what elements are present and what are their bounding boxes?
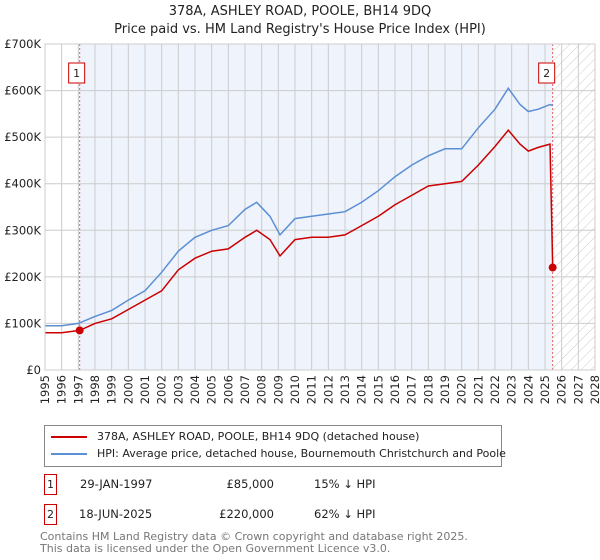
x-tick-label: 2014 — [355, 375, 369, 404]
legend-label-hpi: HPI: Average price, detached house, Bour… — [97, 447, 506, 460]
sold-period-shading — [79, 44, 553, 370]
x-tick-label: 2020 — [455, 375, 469, 404]
x-tick-label: 1997 — [71, 375, 85, 404]
sale-label: 2 — [543, 67, 550, 80]
x-tick-label: 2012 — [321, 375, 335, 404]
x-tick-label: 2010 — [288, 375, 302, 404]
legend-red-line — [51, 435, 87, 438]
x-tick-label: 1998 — [88, 375, 102, 404]
y-tick-label: £400K — [4, 177, 41, 191]
transaction-badge: 2 — [44, 504, 57, 525]
x-tick-label: 2023 — [505, 375, 519, 404]
legend: 378A, ASHLEY ROAD, POOLE, BH14 9DQ (deta… — [44, 425, 506, 467]
footer: Contains HM Land Registry data © Crown c… — [40, 531, 468, 555]
x-tick-label: 2015 — [371, 375, 385, 404]
y-tick-label: £500K — [4, 130, 41, 144]
transaction-row: 1 29-JAN-1997 £85,000 15% ↓ HPI — [44, 474, 444, 495]
transaction-row: 2 18-JUN-2025 £220,000 62% ↓ HPI — [44, 504, 444, 525]
x-tick-label: 2022 — [488, 375, 502, 404]
x-tick-label: 2021 — [471, 375, 485, 404]
chart-subtitle: Price paid vs. HM Land Registry's House … — [114, 22, 486, 37]
transaction-hpi: 15% ↓ HPI — [314, 477, 376, 491]
property-price-line — [45, 129, 554, 334]
x-tick-label: 2003 — [171, 375, 185, 404]
y-tick-label: £100K — [4, 316, 41, 330]
legend-blue-line — [51, 452, 87, 455]
sale-label-box — [538, 62, 556, 84]
legend-label-property: 378A, ASHLEY ROAD, POOLE, BH14 9DQ (deta… — [97, 430, 420, 443]
y-tick-label: £600K — [4, 84, 41, 98]
x-tick-label: 2024 — [521, 375, 535, 404]
sale-point — [548, 263, 557, 272]
x-tick-label: 2027 — [571, 375, 585, 404]
x-tick-label: 1999 — [105, 375, 119, 404]
x-tick-label: 2006 — [221, 375, 235, 404]
x-tick-label: 2000 — [121, 375, 135, 404]
plot-border — [44, 43, 596, 371]
x-tick-label: 2009 — [271, 375, 285, 404]
x-tick-label: 2001 — [138, 375, 152, 404]
x-tick-label: 1996 — [55, 375, 69, 404]
sale-point — [75, 326, 84, 335]
x-tick-label: 2007 — [238, 375, 252, 404]
x-tick-label: 2011 — [305, 375, 319, 404]
sale-label-box — [68, 62, 86, 84]
footer-line: Contains HM Land Registry data © Crown c… — [40, 530, 468, 543]
sale-label: 1 — [73, 67, 80, 80]
x-tick-label: 2008 — [255, 375, 269, 404]
y-tick-label: £700K — [4, 37, 41, 51]
y-tick-label: £300K — [4, 223, 41, 237]
chart-title: 378A, ASHLEY ROAD, POOLE, BH14 9DQ — [168, 4, 432, 19]
price-chart: 1995 1996 1997 1998 1999 2000 2001 2002 2003 2004… — [4, 37, 600, 404]
x-tick-label: 2026 — [555, 375, 569, 404]
x-tick-label: 2018 — [421, 375, 435, 404]
transaction-price: £220,000 — [219, 507, 274, 521]
footer-line: This data is licensed under the Open Gov… — [40, 542, 391, 555]
x-tick-label: 2025 — [538, 375, 552, 404]
x-tick-label: 2019 — [438, 375, 452, 404]
x-tick-label: 2005 — [205, 375, 219, 404]
y-tick-label: £200K — [4, 270, 41, 284]
y-tick-label: £0 — [26, 363, 41, 377]
transaction-date: 18-JUN-2025 — [79, 507, 153, 521]
x-tick-label: 2028 — [588, 375, 600, 404]
x-tick-label: 2004 — [188, 375, 202, 404]
x-tick-label: 2013 — [338, 375, 352, 404]
transaction-badge: 1 — [44, 474, 57, 495]
future-hatch — [552, 44, 595, 370]
transaction-hpi: 62% ↓ HPI — [314, 507, 376, 521]
hpi-line — [45, 86, 553, 327]
transaction-price: £85,000 — [226, 477, 274, 491]
x-tick-label: 2017 — [405, 375, 419, 404]
x-tick-label: 1995 — [38, 375, 52, 404]
transaction-date: 29-JAN-1997 — [80, 477, 153, 491]
x-tick-label: 2002 — [155, 375, 169, 404]
x-tick-label: 2016 — [388, 375, 402, 404]
